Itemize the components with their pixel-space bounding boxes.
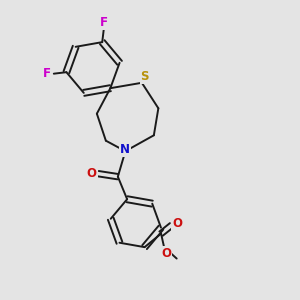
Text: S: S [141,70,149,83]
Text: O: O [161,247,172,260]
Text: F: F [43,67,51,80]
Text: O: O [87,167,97,180]
Text: N: N [120,143,130,156]
Text: O: O [172,217,182,230]
Text: F: F [100,16,108,29]
